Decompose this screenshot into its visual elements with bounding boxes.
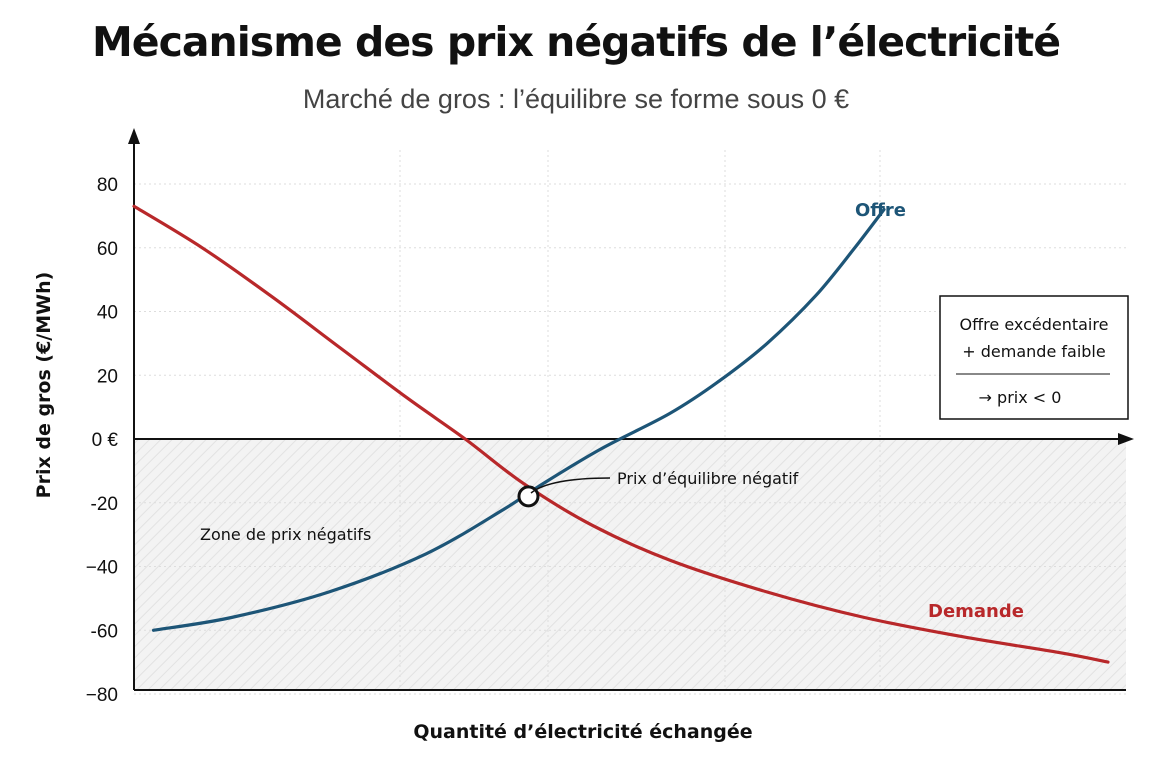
negative-zone-label: Zone de prix négatifs xyxy=(200,525,371,544)
negative-zone-shading xyxy=(134,439,1126,690)
y-tick-label: 60 xyxy=(97,239,118,260)
y-tick-label: -60 xyxy=(91,621,118,642)
y-tick-label: −40 xyxy=(86,558,118,579)
demande-curve xyxy=(132,204,1110,664)
note-line-2: + demande faible xyxy=(962,342,1105,361)
axes xyxy=(128,128,1134,691)
offre-curve xyxy=(151,207,886,632)
note-line-1: Offre excédentaire xyxy=(960,315,1109,334)
y-tick-label: -20 xyxy=(91,494,118,515)
zero-line-arrowhead xyxy=(1118,433,1134,445)
note-box: Offre excédentaire + demande faible → pr… xyxy=(939,295,1129,420)
demande-series-label: Demande xyxy=(928,601,1024,622)
chart-title: Mécanisme des prix négatifs de l’électri… xyxy=(91,18,1061,66)
y-tick-label: −80 xyxy=(86,685,118,706)
offre-series-label: Offre xyxy=(855,200,906,221)
y-tick-label: 80 xyxy=(97,175,118,196)
equilibrium-leader-line xyxy=(530,477,611,494)
y-axis-title: Prix de gros (€/MWh) xyxy=(33,272,55,499)
chart-subtitle: Marché de gros : l’équilibre se forme so… xyxy=(302,84,850,114)
equilibrium-label: Prix d’équilibre négatif xyxy=(617,469,799,488)
note-line-3: → prix < 0 xyxy=(979,388,1062,407)
y-tick-label: 20 xyxy=(97,366,118,387)
y-tick-label: 0 € xyxy=(92,430,119,451)
y-ticks: 80 60 40 20 0 € -20 −40 -60 −80 xyxy=(86,175,119,706)
y-tick-label: 40 xyxy=(97,303,118,324)
note-box-frame xyxy=(939,295,1129,420)
y-axis-arrowhead xyxy=(128,128,140,144)
x-axis-title: Quantité d’électricité échangée xyxy=(413,721,752,743)
